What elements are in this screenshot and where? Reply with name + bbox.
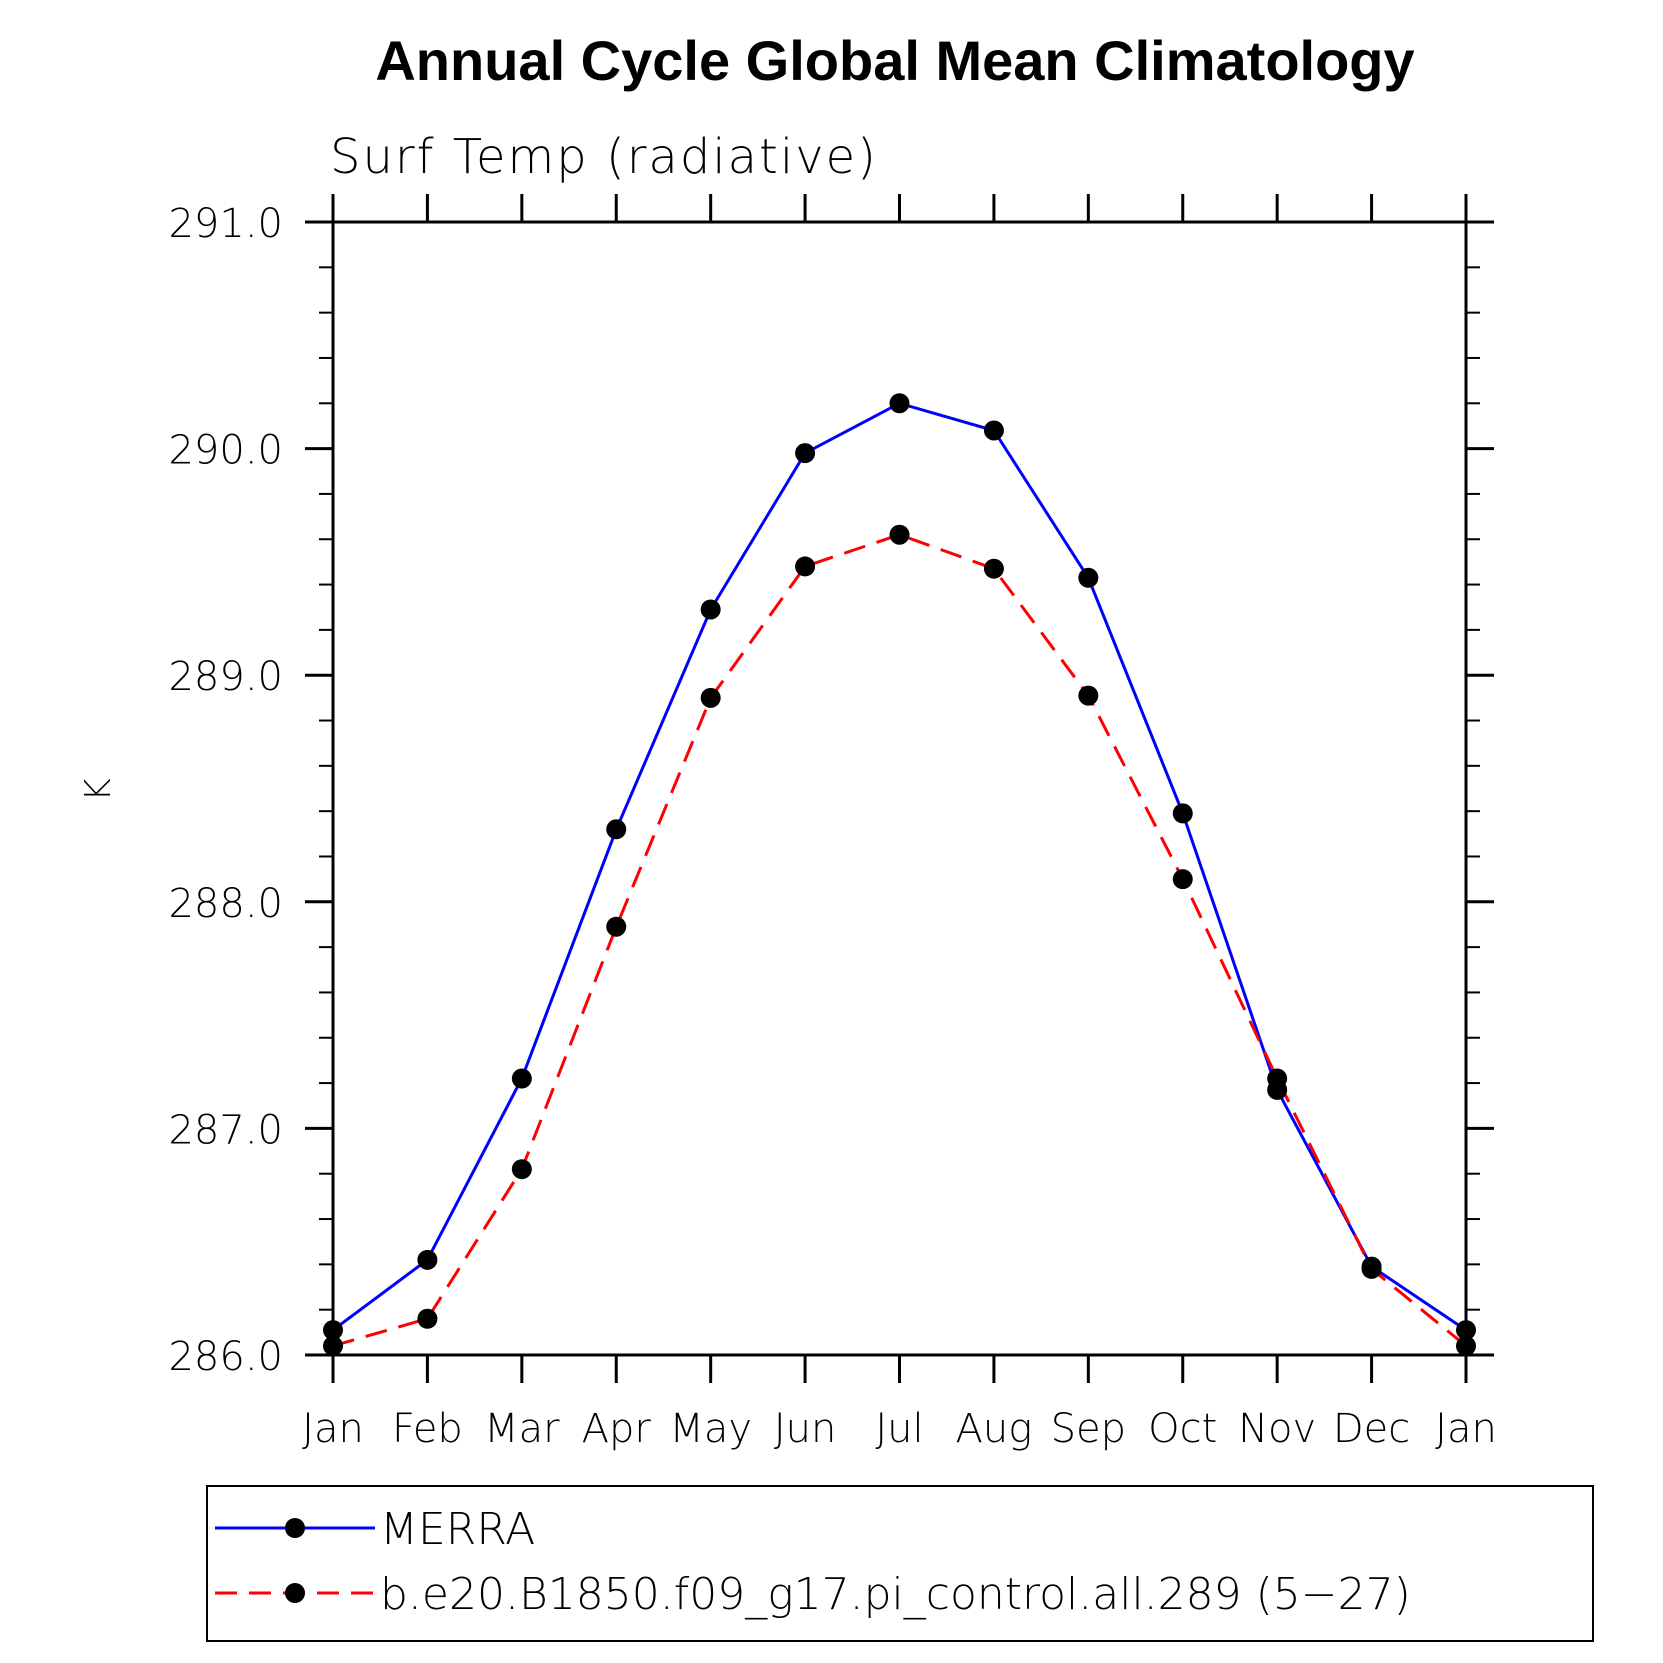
legend-box — [206, 1485, 1594, 1642]
data-point-1-3 — [606, 916, 627, 937]
data-point-0-12 — [1456, 1320, 1476, 1341]
legend-marker-model — [285, 1583, 305, 1603]
data-point-0-8 — [1078, 567, 1099, 588]
data-point-1-10 — [1267, 1068, 1288, 1089]
legend-label-merra: MERRA — [380, 1504, 535, 1555]
series-line-1 — [332, 533, 1467, 1348]
data-point-1-11 — [1361, 1258, 1382, 1279]
x-tick-label: Jul — [875, 1406, 923, 1452]
x-tick-label: Jun — [774, 1406, 837, 1452]
y-axis-label: K — [78, 778, 119, 802]
plot-frame — [331, 220, 1468, 1357]
legend-label-model: b.e20.B1850.f09_g17.pi_control.all.289 (… — [380, 1569, 1411, 1620]
x-tick-label: Feb — [392, 1406, 463, 1452]
data-point-1-5 — [795, 556, 816, 577]
data-point-0-6 — [889, 393, 910, 414]
data-point-0-2 — [511, 1068, 532, 1089]
chart-title: Annual Cycle Global Mean Climatology — [375, 29, 1414, 92]
data-point-1-12 — [1456, 1335, 1476, 1356]
x-tick-label: Oct — [1148, 1406, 1217, 1452]
data-point-0-1 — [417, 1249, 438, 1270]
data-point-1-8 — [1078, 685, 1099, 706]
x-tick-label: Sep — [1051, 1406, 1126, 1452]
data-point-0-3 — [606, 819, 627, 840]
data-point-0-5 — [795, 443, 816, 464]
data-point-1-1 — [417, 1308, 438, 1329]
y-tick-label: 289.0 — [168, 654, 283, 700]
y-tick-label: 290.0 — [168, 428, 283, 474]
x-tick-label: Apr — [582, 1406, 652, 1452]
data-point-1-0 — [323, 1335, 343, 1356]
x-tick-label: Mar — [484, 1406, 560, 1452]
x-tick-label: May — [669, 1406, 752, 1452]
chart-subtitle: Surf Temp (radiative) — [330, 129, 878, 185]
axis-ticks: Jan Feb Mar Apr May Jun Jul Aug Sep Oct Nov Dec Jan 2… — [168, 194, 1497, 1452]
data-point-1-2 — [511, 1159, 532, 1180]
x-tick-label: Jan — [302, 1406, 364, 1452]
data-markers — [323, 393, 1476, 1356]
data-point-0-9 — [1172, 803, 1193, 824]
legend-marker-merra — [285, 1518, 305, 1538]
legend: MERRA b.e20.B1850.f09_g17.pi_control.all… — [206, 1485, 1594, 1642]
data-point-1-7 — [983, 558, 1004, 579]
y-tick-label: 286.0 — [168, 1334, 283, 1380]
data-point-0-0 — [323, 1320, 343, 1341]
y-tick-label: 288.0 — [168, 881, 283, 927]
data-point-1-4 — [700, 687, 721, 708]
data-point-0-4 — [700, 599, 721, 620]
x-tick-label: Jan — [1435, 1406, 1497, 1452]
y-tick-label: 291.0 — [168, 201, 283, 247]
x-tick-label: Nov — [1238, 1406, 1316, 1452]
y-tick-label: 287.0 — [168, 1107, 283, 1153]
data-point-0-7 — [983, 420, 1004, 441]
data-point-1-6 — [889, 524, 910, 545]
x-tick-label: Dec — [1333, 1406, 1410, 1452]
data-point-1-9 — [1172, 869, 1193, 890]
x-tick-label: Aug — [956, 1406, 1033, 1452]
